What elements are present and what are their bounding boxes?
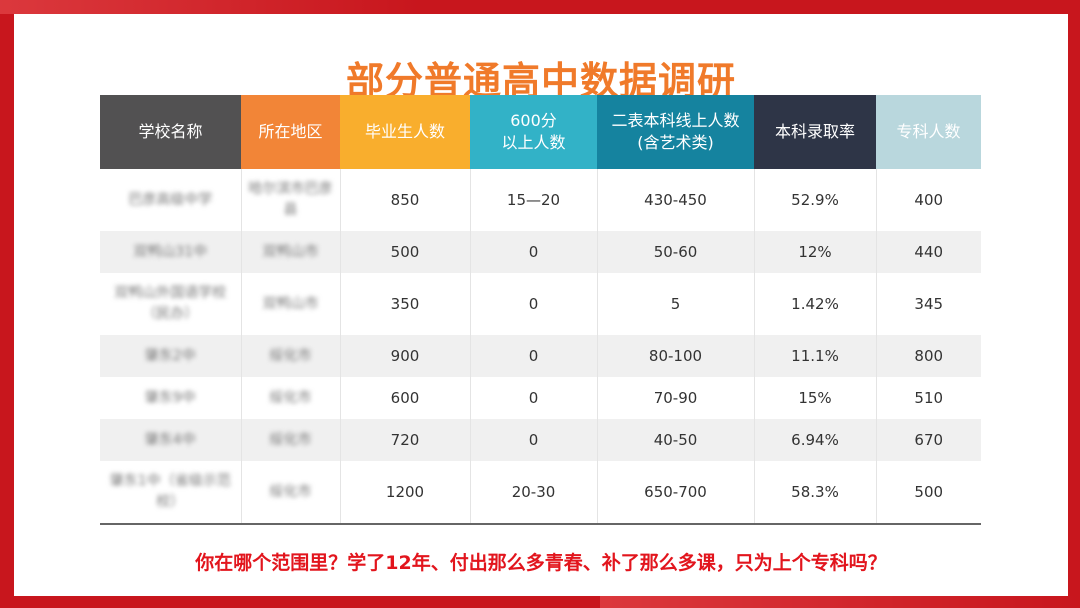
- cell-graduates: 600: [340, 377, 471, 419]
- cell-junior: 510: [914, 389, 944, 407]
- cell-rate: 12%: [754, 231, 877, 273]
- cell-line2: 430-450: [597, 169, 755, 231]
- table-row: 巴彦高级中学 哈尔滨市巴彦县 850 15—20 430-450 52.9% 4…: [100, 169, 981, 231]
- cell-rate: 1.42%: [754, 273, 877, 335]
- bottom-question: 你在哪个范围里？学了12年、付出那么多青春、补了那么多课，只为上个专科吗？: [195, 552, 887, 574]
- cell-school: 肇东9中: [100, 377, 242, 419]
- table-row: 肇东1中（省级示范校） 绥化市 1200 20-30 650-700 58.3%…: [100, 461, 981, 525]
- cell-graduates: 850: [340, 169, 471, 231]
- cell-region: 绥化市: [241, 335, 341, 377]
- region-name: 双鸭山市: [262, 243, 319, 260]
- cell-junior: 800: [876, 335, 981, 377]
- cell-over-600: 15—20: [470, 169, 598, 231]
- cell-over-600: 0: [470, 231, 598, 273]
- cell-region: 绥化市: [241, 419, 341, 461]
- cell-junior: 440: [876, 231, 981, 273]
- region-name: 哈尔滨市巴彦县: [248, 181, 333, 218]
- cell-school: 肇东2中: [100, 335, 242, 377]
- cell-over-600: 0: [470, 273, 598, 335]
- school-name: 肇东9中: [144, 389, 196, 406]
- region-name: 双鸭山市: [262, 295, 319, 312]
- cell-line2: 40-50: [597, 419, 755, 461]
- header-rate: 本科录取率: [754, 95, 876, 169]
- header-graduates: 毕业生人数: [340, 95, 470, 169]
- school-name: 巴彦高级中学: [128, 191, 213, 208]
- cell-junior: 670: [876, 419, 981, 461]
- data-table: 学校名称 所在地区 毕业生人数 600分 以上人数 二表本科线上人数 (含艺术类…: [100, 95, 981, 525]
- header-over-600: 600分 以上人数: [470, 95, 597, 169]
- cell-school: 双鸭山31中: [100, 231, 242, 273]
- table-row: 双鸭山31中 双鸭山市 500 0 50-60 12% 440: [100, 231, 981, 273]
- school-name: 双鸭山外国语学校（民办）: [114, 285, 227, 322]
- cell-rate: 15%: [754, 377, 877, 419]
- table-header-row: 学校名称 所在地区 毕业生人数 600分 以上人数 二表本科线上人数 (含艺术类…: [100, 95, 981, 169]
- slide-card: 部分普通高中数据调研 学校名称 所在地区 毕业生人数 600分 以上人数 二表本…: [14, 14, 1068, 596]
- cell-over-600: 0: [470, 377, 598, 419]
- cell-junior: 400: [914, 191, 944, 209]
- cell-region: 双鸭山市: [241, 231, 341, 273]
- cell-junior: 345: [914, 295, 944, 313]
- cell-rate: 11.1%: [754, 335, 877, 377]
- cell-graduates: 1200: [340, 461, 471, 525]
- school-name: 肇东4中: [144, 431, 196, 448]
- cell-school: 双鸭山外国语学校（民办）: [100, 273, 242, 335]
- cell-over-600: 0: [470, 419, 598, 461]
- cell-graduates: 720: [340, 419, 471, 461]
- region-name: 绥化市: [269, 483, 312, 500]
- cell-school: 肇东4中: [100, 419, 242, 461]
- school-name: 肇东2中: [144, 347, 196, 364]
- region-name: 绥化市: [269, 347, 312, 364]
- cell-rate: 6.94%: [754, 419, 877, 461]
- cell-region: 绥化市: [241, 377, 341, 419]
- header-school: 学校名称: [100, 95, 241, 169]
- cell-graduates: 350: [340, 273, 471, 335]
- school-name: 肇东1中（省级示范校）: [109, 473, 231, 510]
- cell-line2: 80-100: [597, 335, 755, 377]
- cell-line2: 5: [597, 273, 755, 335]
- cell-region: 哈尔滨市巴彦县: [241, 169, 341, 231]
- header-region: 所在地区: [241, 95, 340, 169]
- header-junior: 专科人数: [876, 95, 981, 169]
- cell-region: 绥化市: [241, 461, 341, 525]
- cell-over-600: 20-30: [470, 461, 598, 525]
- region-name: 绥化市: [269, 389, 312, 406]
- cell-line2: 70-90: [597, 377, 755, 419]
- table-row: 肇东2中 绥化市 900 0 80-100 11.1% 800: [100, 335, 981, 377]
- cell-over-600: 0: [470, 335, 598, 377]
- school-name: 双鸭山31中: [133, 243, 208, 260]
- cell-graduates: 900: [340, 335, 471, 377]
- cell-region: 双鸭山市: [241, 273, 341, 335]
- table-row: 肇东4中 绥化市 720 0 40-50 6.94% 670: [100, 419, 981, 461]
- table-row: 双鸭山外国语学校（民办） 双鸭山市 350 0 5 1.42% 345: [100, 273, 981, 335]
- cell-line2: 50-60: [597, 231, 755, 273]
- region-name: 绥化市: [269, 431, 312, 448]
- table-row: 肇东9中 绥化市 600 0 70-90 15% 510: [100, 377, 981, 419]
- cell-school: 巴彦高级中学: [100, 169, 242, 231]
- cell-school: 肇东1中（省级示范校）: [100, 461, 242, 525]
- header-line2: 二表本科线上人数 (含艺术类): [597, 95, 754, 169]
- cell-line2: 650-700: [597, 461, 755, 525]
- cell-junior: 500: [876, 461, 981, 525]
- cell-rate: 58.3%: [754, 461, 877, 525]
- cell-rate: 52.9%: [754, 169, 877, 231]
- cell-graduates: 500: [340, 231, 471, 273]
